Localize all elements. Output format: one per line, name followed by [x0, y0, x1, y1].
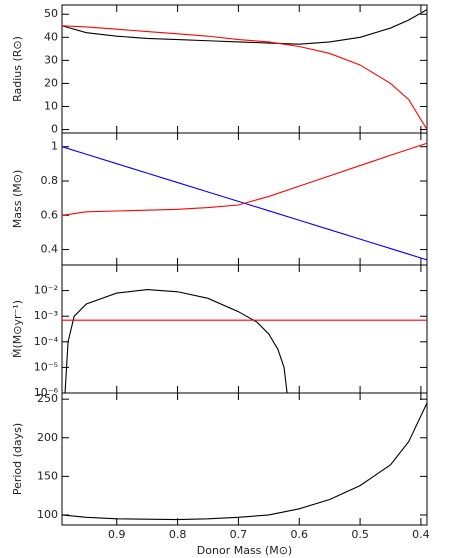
y-axis-label: Ṁ(M⊙yr⁻¹)	[11, 300, 24, 358]
y-tick-label: 10	[44, 99, 58, 112]
y-axis-label: Radius (R⊙)	[11, 36, 24, 102]
plot-frame	[61, 392, 428, 526]
x-tick-label: 0.8	[169, 528, 187, 541]
x-tick-label: 0.7	[230, 528, 248, 541]
y-tick-label: 150	[37, 469, 58, 482]
y-tick-label: 10⁻⁴	[34, 335, 59, 348]
data-line	[61, 146, 428, 261]
y-tick-label: 250	[37, 392, 58, 405]
y-axis-label: Mass (M⊙)	[11, 170, 24, 228]
y-tick-label: 1	[51, 140, 58, 153]
plot-frame	[61, 4, 428, 134]
x-axis-label: Donor Mass (M⊙)	[197, 544, 292, 557]
y-tick-label: 0.4	[41, 243, 59, 256]
x-tick-label: 0.4	[412, 528, 430, 541]
y-tick-label: 50	[44, 7, 58, 20]
y-tick-label: 10⁻³	[34, 309, 58, 322]
y-tick-label: 200	[37, 431, 58, 444]
data-line	[61, 142, 428, 216]
y-tick-label: 0.8	[41, 174, 59, 187]
y-tick-label: 100	[37, 508, 58, 521]
x-tick-label: 0.5	[351, 528, 369, 541]
y-tick-label: 40	[44, 30, 58, 43]
y-tick-label: 0.6	[41, 208, 59, 221]
y-tick-label: 30	[44, 53, 58, 66]
y-tick-label: 10⁻⁶	[34, 386, 59, 399]
data-line	[61, 25, 428, 130]
data-line	[61, 9, 428, 45]
x-tick-label: 0.9	[108, 528, 126, 541]
x-tick-label: 0.6	[291, 528, 309, 541]
y-axis-label: Period (days)	[11, 423, 24, 495]
data-line	[64, 288, 288, 394]
y-tick-label: 20	[44, 76, 58, 89]
plot-frame	[61, 264, 428, 394]
y-tick-label: 10⁻²	[34, 284, 58, 297]
data-line	[61, 402, 428, 521]
y-tick-label: 0	[51, 123, 58, 136]
plot-frame	[61, 132, 428, 266]
y-tick-label: 10⁻⁵	[34, 360, 58, 373]
